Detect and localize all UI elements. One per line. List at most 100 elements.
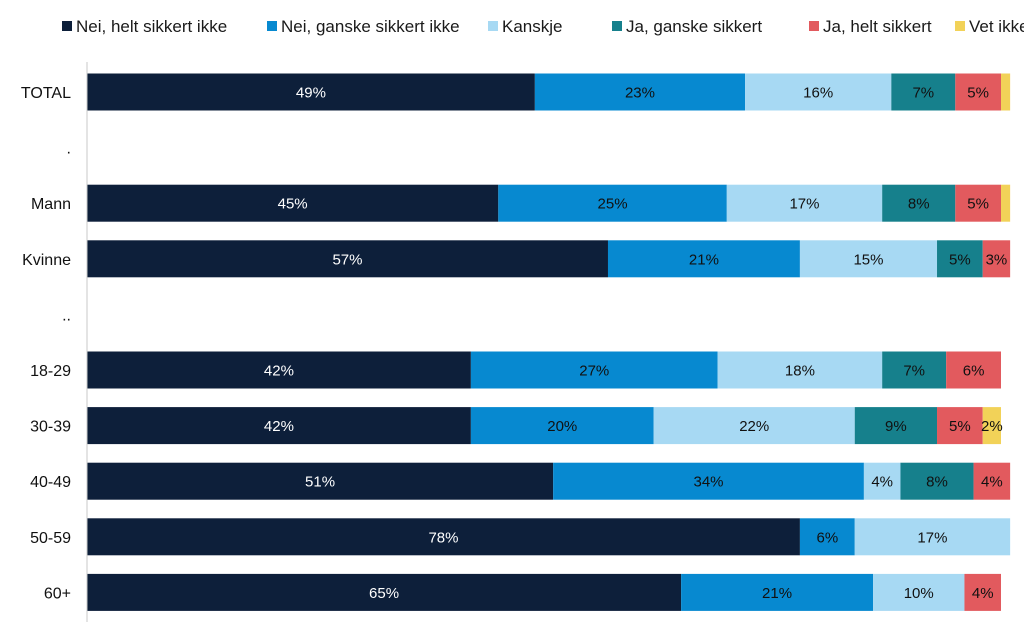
legend-swatch	[62, 21, 72, 31]
data-label: 9%	[885, 418, 907, 435]
bar-segment-nei-helt-sikkert-ikke	[87, 184, 499, 222]
data-label: 4%	[981, 474, 1003, 491]
legend-item-vet-ikke: Vet ikke	[955, 17, 1024, 36]
legend-label: Kanskje	[502, 17, 562, 36]
legend-item-ja-ganske-sikkert: Ja, ganske sikkert	[612, 17, 762, 36]
bar-row-30-39: 42% 20% 22% 9% 5% 2%	[87, 407, 1003, 445]
bar-row-total: 49% 23% 16% 7% 5%	[87, 73, 1011, 111]
bar-segment-nei-ganske-sikkert-ikke	[553, 462, 864, 500]
data-label: 3%	[986, 251, 1008, 268]
bar-segment-vet-ikke	[1001, 73, 1011, 111]
data-label: 8%	[908, 196, 930, 213]
bar-segment-ja-ganske-sikkert	[900, 462, 974, 500]
category-label: 30-39	[30, 419, 71, 436]
data-label: 5%	[949, 251, 971, 268]
legend-item-nei-helt-sikkert-ikke: Nei, helt sikkert ikke	[62, 17, 227, 36]
bar-segment-kanskje	[854, 518, 1011, 556]
data-label: 6%	[963, 363, 985, 380]
legend-item-ja-helt-sikkert: Ja, helt sikkert	[809, 17, 932, 36]
data-label: 42%	[264, 418, 294, 435]
data-label: 27%	[579, 363, 609, 380]
category-labels: TOTAL. Mann Kvinne.. 18-29 30-39 40-49 50-59 60…	[21, 85, 71, 602]
data-label: 7%	[903, 363, 925, 380]
legend-label: Nei, helt sikkert ikke	[76, 17, 227, 36]
legend-swatch	[955, 21, 965, 31]
bars: 49% 23% 16% 7% 5% 45% 25% 17% 8% 5% 57% 21% 15% 5% 3% 4…	[87, 73, 1011, 611]
bar-segment-nei-helt-sikkert-ikke	[87, 573, 682, 611]
bar-segment-ja-ganske-sikkert	[882, 351, 947, 389]
category-label: 60+	[44, 585, 71, 602]
bar-segment-kanskje	[726, 184, 883, 222]
bar-segment-nei-ganske-sikkert-ikke	[498, 184, 727, 222]
data-label: 4%	[871, 474, 893, 491]
bar-segment-nei-helt-sikkert-ikke	[87, 240, 608, 278]
bar-segment-nei-helt-sikkert-ikke	[87, 407, 471, 445]
category-label: 18-29	[30, 363, 71, 380]
data-label: 42%	[264, 363, 294, 380]
legend-swatch	[612, 21, 622, 31]
legend-label: Ja, helt sikkert	[823, 17, 932, 36]
data-label: 45%	[278, 196, 308, 213]
bar-row-60: 65% 21% 10% 4%	[87, 573, 1001, 611]
category-label: Kvinne	[22, 252, 71, 269]
bar-segment-ja-ganske-sikkert	[882, 184, 956, 222]
data-label: 5%	[967, 85, 989, 102]
bar-row-50-59: 78% 6% 17%	[87, 518, 1011, 556]
data-label: 7%	[912, 85, 934, 102]
legend-swatch	[267, 21, 277, 31]
data-label: 8%	[926, 474, 948, 491]
bar-segment-kanskje	[653, 407, 855, 445]
bar-segment-kanskje	[799, 240, 938, 278]
data-label: 23%	[625, 85, 655, 102]
legend-item-kanskje: Kanskje	[488, 17, 562, 36]
category-label: ..	[62, 307, 71, 324]
legend-swatch	[488, 21, 498, 31]
legend-item-nei-ganske-sikkert-ikke: Nei, ganske sikkert ikke	[267, 17, 460, 36]
data-label: 49%	[296, 85, 326, 102]
bar-row-18-29: 42% 27% 18% 7% 6%	[87, 351, 1001, 389]
bar-segment-ja-ganske-sikkert	[854, 407, 938, 445]
legend-label: Ja, ganske sikkert	[626, 17, 762, 36]
bar-segment-nei-ganske-sikkert-ikke	[607, 240, 800, 278]
data-label: 17%	[917, 529, 947, 546]
data-label: 2%	[981, 418, 1003, 435]
bar-segment-nei-ganske-sikkert-ikke	[534, 73, 746, 111]
bar-segment-nei-ganske-sikkert-ikke	[470, 407, 654, 445]
legend: Nei, helt sikkert ikke Nei, ganske sikker…	[62, 17, 1024, 36]
category-label: .	[67, 141, 71, 158]
bar-segment-kanskje	[873, 573, 965, 611]
data-label: 25%	[598, 196, 628, 213]
bar-segment-nei-helt-sikkert-ikke	[87, 518, 800, 556]
data-label: 22%	[739, 418, 769, 435]
bar-segment-nei-ganske-sikkert-ikke	[681, 573, 874, 611]
data-label: 65%	[369, 585, 399, 602]
bar-segment-vet-ikke	[1001, 184, 1011, 222]
data-label: 10%	[904, 585, 934, 602]
data-label: 18%	[785, 363, 815, 380]
bar-segment-ja-helt-sikkert	[955, 73, 1001, 111]
bar-segment-ja-helt-sikkert	[955, 184, 1001, 222]
category-label: 50-59	[30, 530, 71, 547]
bar-segment-ja-ganske-sikkert	[937, 240, 983, 278]
category-label: TOTAL	[21, 85, 71, 102]
bar-segment-ja-helt-sikkert	[946, 351, 1001, 389]
data-label: 5%	[949, 418, 971, 435]
category-label: 40-49	[30, 474, 71, 491]
bar-segment-kanskje	[745, 73, 892, 111]
data-label: 34%	[694, 474, 724, 491]
data-label: 17%	[789, 196, 819, 213]
bar-segment-nei-ganske-sikkert-ikke	[470, 351, 718, 389]
bar-segment-ja-helt-sikkert	[982, 240, 1011, 278]
data-label: 6%	[816, 529, 838, 546]
bar-segment-nei-helt-sikkert-ikke	[87, 73, 535, 111]
legend-label: Nei, ganske sikkert ikke	[281, 17, 460, 36]
data-label: 21%	[762, 585, 792, 602]
bar-segment-nei-helt-sikkert-ikke	[87, 462, 554, 500]
bar-segment-ja-helt-sikkert	[937, 407, 983, 445]
data-label: 57%	[332, 251, 362, 268]
data-label: 15%	[853, 251, 883, 268]
bar-segment-nei-helt-sikkert-ikke	[87, 351, 471, 389]
bar-segment-ja-helt-sikkert	[973, 462, 1011, 500]
legend-swatch	[809, 21, 819, 31]
legend-label: Vet ikke	[969, 17, 1024, 36]
